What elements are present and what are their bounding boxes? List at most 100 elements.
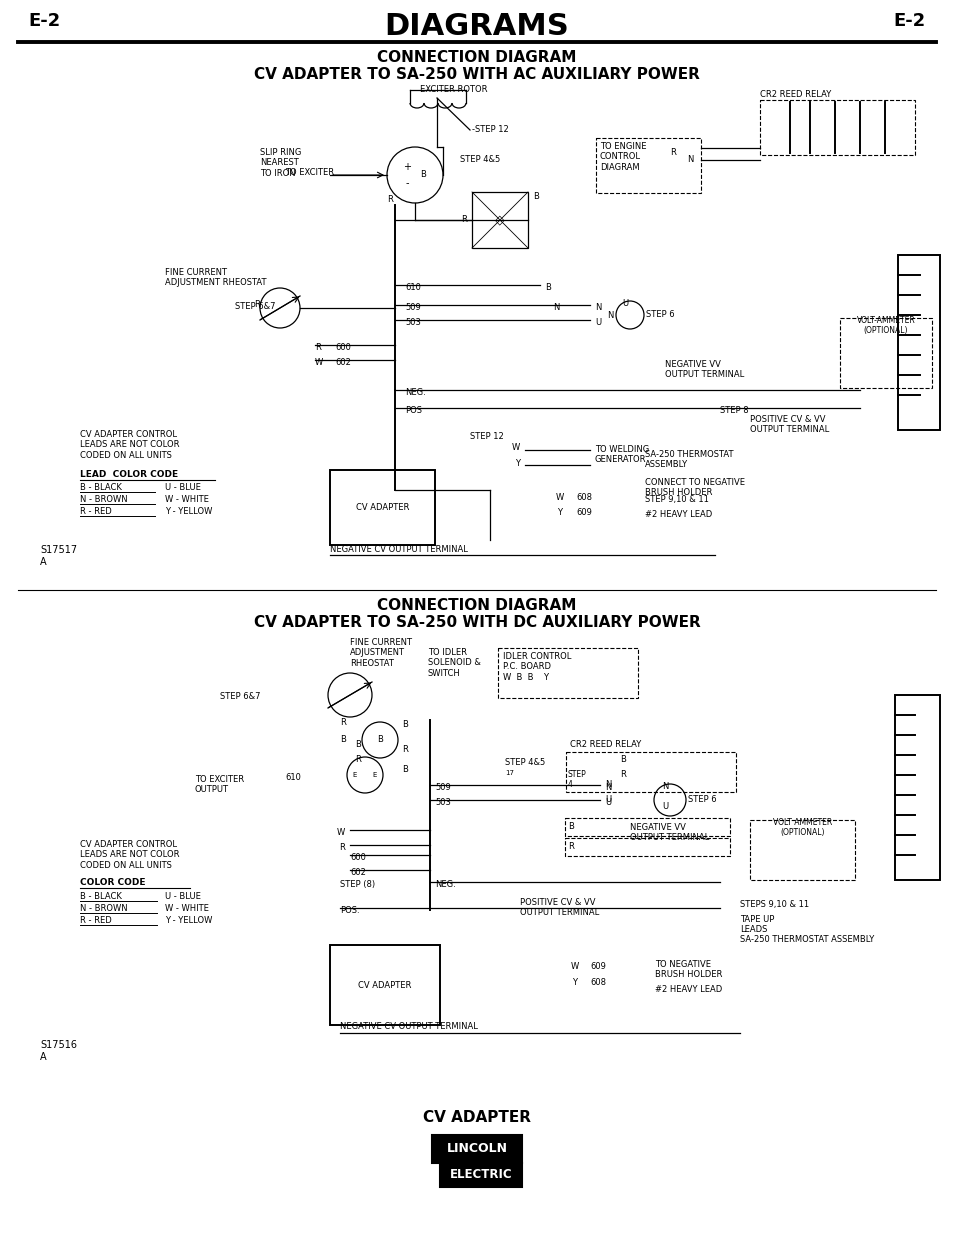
Bar — [330, 471, 435, 545]
Text: B - BLACK: B - BLACK — [80, 483, 122, 492]
Text: POS: POS — [405, 406, 421, 415]
Text: STEP 12: STEP 12 — [470, 432, 503, 441]
Text: E: E — [373, 772, 376, 778]
Text: B: B — [401, 720, 408, 729]
Text: IDLER CONTROL
P.C. BOARD: IDLER CONTROL P.C. BOARD — [502, 652, 571, 672]
Text: S17516
A: S17516 A — [40, 1040, 77, 1062]
Text: CV ADAPTER TO SA-250 WITH AC AUXILIARY POWER: CV ADAPTER TO SA-250 WITH AC AUXILIARY P… — [253, 67, 700, 82]
Text: R - RED: R - RED — [80, 508, 112, 516]
Text: 503: 503 — [435, 798, 451, 806]
Text: STEP 8: STEP 8 — [720, 406, 748, 415]
Text: LEAD  COLOR CODE: LEAD COLOR CODE — [80, 471, 178, 479]
Text: CR2 REED RELAY: CR2 REED RELAY — [760, 90, 830, 99]
Text: N - BROWN: N - BROWN — [80, 904, 128, 913]
Text: 610: 610 — [285, 773, 300, 782]
Text: TO EXCITER
OUTPUT: TO EXCITER OUTPUT — [194, 776, 244, 794]
Bar — [760, 100, 914, 156]
Text: 608: 608 — [589, 978, 605, 987]
Text: R: R — [401, 745, 408, 755]
Text: STEP (8): STEP (8) — [339, 881, 375, 889]
Text: B: B — [533, 191, 538, 201]
Text: W - WHITE: W - WHITE — [165, 495, 209, 504]
Text: TO ENGINE
CONTROL
DIAGRAM: TO ENGINE CONTROL DIAGRAM — [599, 142, 646, 172]
Bar — [596, 138, 700, 193]
Text: EXCITER ROTOR: EXCITER ROTOR — [419, 85, 487, 94]
Text: U: U — [621, 299, 627, 308]
Text: E-2: E-2 — [28, 12, 60, 30]
Text: NEGATIVE VV
OUTPUT TERMINAL: NEGATIVE VV OUTPUT TERMINAL — [664, 359, 743, 379]
Text: R: R — [387, 195, 393, 204]
Text: R: R — [253, 300, 260, 309]
Text: S17517
A: S17517 A — [40, 545, 77, 567]
Text: CV ADAPTER: CV ADAPTER — [358, 981, 412, 989]
Text: W: W — [314, 358, 323, 367]
Text: NEGATIVE CV OUTPUT TERMINAL: NEGATIVE CV OUTPUT TERMINAL — [330, 545, 467, 555]
Text: 600: 600 — [335, 343, 351, 352]
Text: R: R — [338, 844, 345, 852]
Text: STEP 9,10 & 11: STEP 9,10 & 11 — [644, 495, 708, 504]
Text: 17: 17 — [504, 769, 514, 776]
Bar — [330, 945, 439, 1025]
Text: CONNECTION DIAGRAM: CONNECTION DIAGRAM — [377, 49, 576, 65]
Text: CONNECTION DIAGRAM: CONNECTION DIAGRAM — [377, 598, 576, 613]
Text: E: E — [353, 772, 356, 778]
Text: R: R — [355, 755, 360, 764]
Text: STEP 4&5: STEP 4&5 — [459, 156, 499, 164]
Text: #2 HEAVY LEAD: #2 HEAVY LEAD — [644, 510, 712, 519]
Text: CV ADAPTER: CV ADAPTER — [355, 503, 409, 511]
Text: W: W — [336, 827, 345, 837]
Bar — [749, 820, 854, 881]
Text: -: - — [405, 178, 408, 188]
Text: Y - YELLOW: Y - YELLOW — [165, 508, 213, 516]
Text: B: B — [376, 736, 382, 745]
Text: B: B — [401, 764, 408, 774]
Text: ◇: ◇ — [495, 214, 504, 226]
Text: 602: 602 — [350, 868, 366, 877]
Text: TO IDLER
SOLENOID &
SWITCH: TO IDLER SOLENOID & SWITCH — [428, 648, 480, 678]
Bar — [564, 818, 729, 836]
Text: 509: 509 — [405, 303, 420, 312]
Text: R: R — [314, 343, 320, 352]
Text: 600: 600 — [350, 853, 366, 862]
Text: U: U — [661, 802, 667, 811]
Text: VOLT AMMETER
(OPTIONAL): VOLT AMMETER (OPTIONAL) — [773, 818, 832, 837]
Text: STEP 6&7: STEP 6&7 — [220, 692, 260, 701]
Text: U - BLUE: U - BLUE — [165, 483, 201, 492]
Text: N: N — [604, 781, 611, 789]
Text: N: N — [686, 156, 693, 164]
Text: NEGATIVE VV
OUTPUT TERMINAL: NEGATIVE VV OUTPUT TERMINAL — [629, 823, 708, 842]
Text: Y: Y — [557, 508, 562, 517]
Text: B: B — [339, 735, 346, 743]
Text: N: N — [604, 783, 611, 792]
Text: STEP 4&5: STEP 4&5 — [504, 758, 545, 767]
Text: #2 HEAVY LEAD: #2 HEAVY LEAD — [655, 986, 721, 994]
Text: U: U — [604, 795, 611, 804]
Text: DIAGRAMS: DIAGRAMS — [384, 12, 569, 41]
Text: B: B — [419, 170, 425, 179]
Bar — [565, 752, 735, 792]
Text: B: B — [355, 740, 360, 748]
Text: 610: 610 — [405, 283, 420, 291]
Text: TAPE UP
LEADS: TAPE UP LEADS — [740, 915, 774, 935]
Text: N: N — [553, 303, 558, 312]
Text: 503: 503 — [405, 317, 420, 327]
Text: -STEP 12: -STEP 12 — [472, 125, 508, 135]
Text: FINE CURRENT
ADJUSTMENT
RHEOSTAT: FINE CURRENT ADJUSTMENT RHEOSTAT — [350, 638, 412, 668]
Text: W: W — [556, 493, 563, 501]
Text: 602: 602 — [335, 358, 351, 367]
Text: E-2: E-2 — [893, 12, 925, 30]
Text: SA-250 THERMOSTAT ASSEMBLY: SA-250 THERMOSTAT ASSEMBLY — [740, 935, 873, 944]
Text: 509: 509 — [435, 783, 450, 792]
Text: STEP 6&7: STEP 6&7 — [234, 303, 275, 311]
Text: SA-250 THERMOSTAT
ASSEMBLY: SA-250 THERMOSTAT ASSEMBLY — [644, 450, 733, 469]
Bar — [432, 1135, 521, 1163]
Text: B: B — [619, 755, 625, 764]
Bar — [497, 648, 638, 698]
Text: R: R — [669, 148, 675, 157]
Text: NEG.: NEG. — [405, 388, 425, 396]
Text: LINCOLN: LINCOLN — [446, 1142, 507, 1156]
Text: N: N — [661, 782, 667, 790]
Bar — [564, 839, 729, 856]
Text: B - BLACK: B - BLACK — [80, 892, 122, 902]
Text: ELECTRIC: ELECTRIC — [449, 1168, 512, 1182]
